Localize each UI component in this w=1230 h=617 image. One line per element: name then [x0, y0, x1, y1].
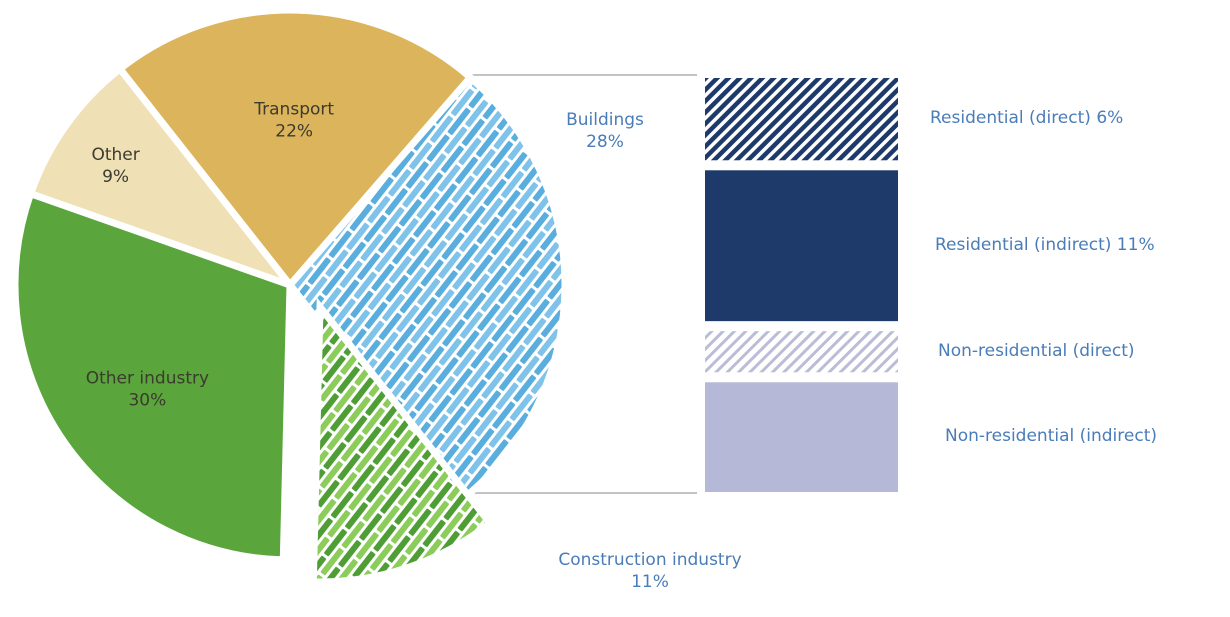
pie-slice-construction-industry — [309, 297, 495, 586]
breakdown-bar-0 — [705, 78, 898, 161]
pie-label-other-industry: Other industry 30% — [86, 368, 209, 410]
pie-slice-transport — [115, 6, 476, 291]
breakdown-label-0: Residential (direct) 6% — [930, 108, 1124, 129]
breakdown-bar-1 — [705, 170, 898, 322]
breakdown-bar-2 — [705, 331, 898, 373]
pie-slice-buildings — [285, 72, 569, 507]
pie-slice-other-industry — [11, 189, 294, 564]
pie-label-transport: Transport 22% — [253, 100, 334, 142]
pie-label-other: Other 9% — [91, 145, 139, 187]
breakdown-label-3: Non-residential (indirect) — [945, 426, 1158, 447]
pie-slice-other — [26, 63, 301, 293]
breakdown-label-1: Residential (indirect) 11% — [935, 234, 1155, 255]
breakdown-bar-3 — [705, 382, 898, 492]
pie-slices — [11, 6, 569, 586]
breakdown-label-2: Non-residential (direct) — [938, 340, 1135, 361]
pie-label-construction-industry: Construction industry 11% — [558, 550, 741, 592]
pie-labels: Transport 22% Buildings 28% Construction ind… — [86, 100, 742, 592]
breakdown-bars — [705, 78, 898, 492]
pie-label-buildings: Buildings 28% — [566, 110, 644, 152]
